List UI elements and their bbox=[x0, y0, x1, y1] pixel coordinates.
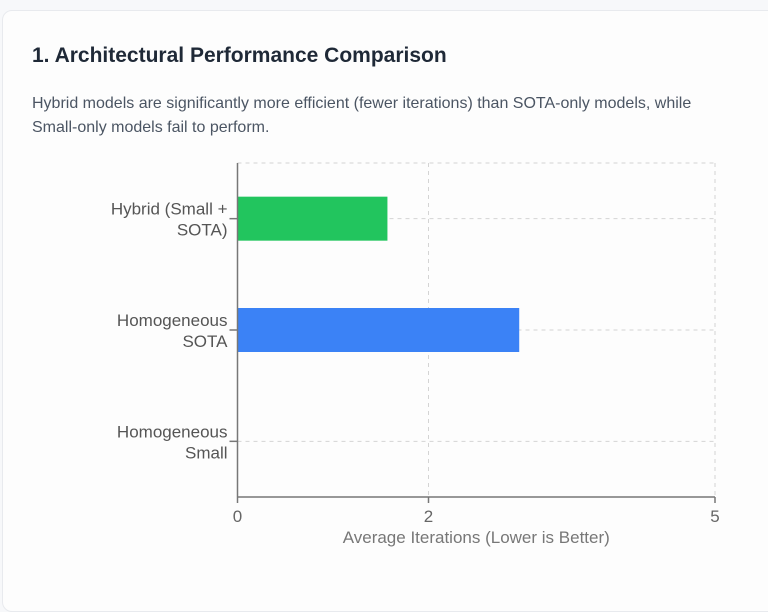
y-tick-label: SOTA) bbox=[177, 221, 228, 240]
y-tick-label: Small bbox=[185, 443, 228, 462]
y-tick-label: Hybrid (Small + bbox=[111, 200, 228, 219]
section-title: 1. Architectural Performance Comparison bbox=[32, 44, 447, 67]
x-tick-label: 0 bbox=[233, 507, 242, 526]
section-description: Hybrid models are significantly more eff… bbox=[32, 95, 692, 136]
bar-chart: 0 2 5 Hybrid (Small + SOTA) Homogeneous SOTA Ho… bbox=[111, 162, 720, 547]
y-tick-label: Homogeneous bbox=[117, 311, 228, 330]
bar bbox=[237, 308, 520, 352]
x-tick-label: 5 bbox=[710, 507, 719, 526]
bar bbox=[237, 196, 388, 241]
x-tick-label: 2 bbox=[424, 507, 433, 526]
x-axis-label: Average Iterations (Lower is Better) bbox=[343, 528, 610, 547]
y-tick-label: Homogeneous bbox=[117, 422, 228, 441]
y-tick-label: SOTA bbox=[182, 332, 228, 351]
